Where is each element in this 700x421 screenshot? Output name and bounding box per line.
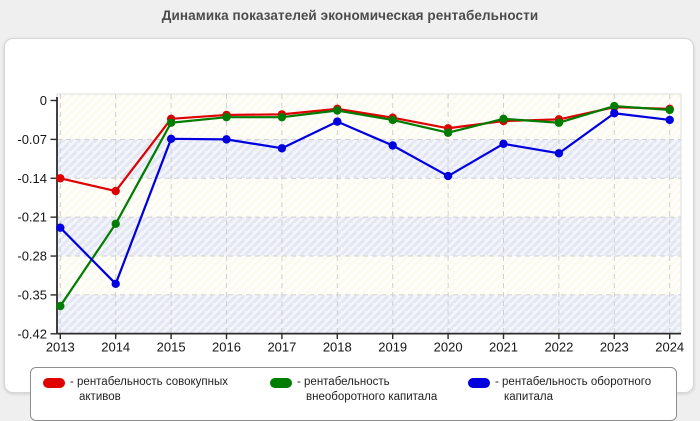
y-tick-label: -0.14 xyxy=(17,171,47,186)
legend-label-line: - рентабельность оборотного xyxy=(495,376,652,388)
data-point-2 xyxy=(610,109,619,118)
data-point-1 xyxy=(222,112,231,122)
x-tick-label: 2013 xyxy=(46,340,75,355)
data-point-2 xyxy=(388,141,397,150)
data-point-1 xyxy=(443,128,453,137)
x-tick-label: 2023 xyxy=(600,340,629,355)
data-point-2 xyxy=(499,139,508,149)
data-point-2 xyxy=(56,223,65,232)
legend-label-line: внеоборотного капитала xyxy=(306,391,438,404)
data-point-1 xyxy=(111,219,120,229)
data-point-2 xyxy=(665,115,674,125)
series-line-2 xyxy=(59,112,670,285)
data-point-2 xyxy=(222,135,231,144)
y-tick-label: -0.35 xyxy=(17,287,47,302)
plot-band xyxy=(57,178,681,218)
data-point-1 xyxy=(665,105,674,115)
x-tick-label: 2024 xyxy=(655,340,684,355)
page-title: Динамика показателей экономическая рента… xyxy=(161,8,539,23)
legend-label-line: активов xyxy=(79,391,121,404)
legend-swatch-red xyxy=(43,378,65,388)
data-point-1 xyxy=(333,106,342,115)
data-point-2 xyxy=(443,171,453,181)
y-tick-label: -0.21 xyxy=(17,210,47,225)
legend-item-working-capital: - рентабельность оборотного капитала xyxy=(468,375,651,405)
legend-item-total-assets: - рентабельность совокупных активов xyxy=(43,375,228,405)
legend-swatch-blue xyxy=(468,378,490,388)
plot-band xyxy=(57,255,681,295)
legend-item-noncurrent-capital: - рентабельность внеоборотного капитала xyxy=(270,375,437,405)
plot-band xyxy=(57,294,681,334)
legend-label-line: - рентабельность xyxy=(297,376,390,388)
series-line-0 xyxy=(60,106,670,193)
data-point-2 xyxy=(166,134,176,144)
y-tick-label: -0.07 xyxy=(17,132,47,147)
legend-label-total-assets: - рентабельность совокупных активов xyxy=(70,375,228,405)
data-point-2 xyxy=(333,117,342,126)
x-tick-label: 2014 xyxy=(101,340,130,355)
data-point-2 xyxy=(554,149,564,158)
series-line-1 xyxy=(59,104,670,307)
data-point-1 xyxy=(388,115,397,125)
plot-band xyxy=(57,139,681,179)
x-tick-label: 2019 xyxy=(378,340,407,355)
legend-swatch-green xyxy=(270,378,292,388)
legend-label-noncurrent-capital: - рентабельность внеоборотного капитала xyxy=(297,375,437,405)
x-tick-label: 2022 xyxy=(544,340,573,355)
y-tick-label: -0.42 xyxy=(17,326,47,341)
x-tick-label: 2021 xyxy=(489,340,518,355)
y-tick-label: 0 xyxy=(40,93,47,108)
y-tick-label: -0.28 xyxy=(17,249,47,264)
data-point-0 xyxy=(56,174,65,183)
chart-panel: 0 -0.07 -0.14 -0.21 -0.28 -0.35 -0.42 2013 2014 2… xyxy=(4,38,694,421)
x-tick-label: 2015 xyxy=(157,340,186,355)
data-point-1 xyxy=(499,114,508,124)
data-point-2 xyxy=(277,144,287,153)
legend-label-line: - рентабельность совокупных xyxy=(70,376,228,388)
legend-label-working-capital: - рентабельность оборотного капитала xyxy=(495,375,651,405)
data-point-1 xyxy=(166,118,176,127)
legend-label-line: капитала xyxy=(504,391,553,404)
x-tick-label: 2016 xyxy=(212,340,241,355)
data-point-1 xyxy=(56,301,65,311)
x-tick-label: 2017 xyxy=(267,340,296,355)
data-point-1 xyxy=(554,118,564,127)
data-point-2 xyxy=(111,279,120,289)
data-point-1 xyxy=(277,112,287,122)
x-tick-label: 2020 xyxy=(434,340,463,355)
x-tick-label: 2018 xyxy=(323,340,352,355)
data-point-1 xyxy=(610,101,619,111)
data-point-0 xyxy=(111,186,120,196)
plot-band xyxy=(57,217,681,256)
legend: - рентабельность совокупных активов - ре… xyxy=(30,367,677,421)
